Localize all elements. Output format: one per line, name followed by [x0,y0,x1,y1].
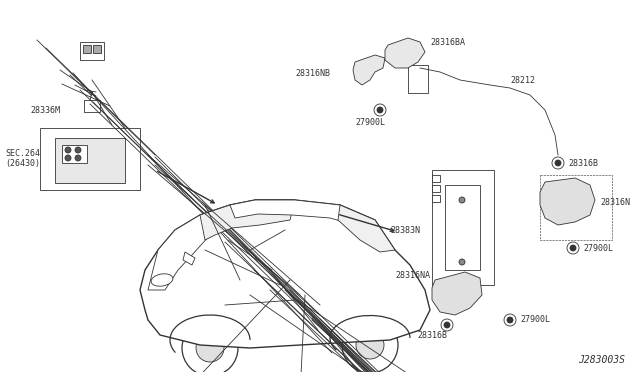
Circle shape [275,219,281,225]
Bar [84,100,100,112]
Bar [432,185,440,192]
Circle shape [504,314,516,326]
Text: (26430): (26430) [5,158,40,167]
Circle shape [65,155,71,161]
Text: J283003S: J283003S [578,355,625,365]
Bar [93,45,101,53]
Bar [432,170,494,285]
Circle shape [459,259,465,265]
Polygon shape [540,178,595,225]
Circle shape [342,317,398,372]
Circle shape [567,242,579,254]
Polygon shape [230,200,375,228]
Bar [408,65,428,93]
Circle shape [459,197,465,203]
Circle shape [377,107,383,113]
Ellipse shape [151,274,173,286]
Circle shape [555,160,561,166]
Text: 28316NB: 28316NB [295,68,330,77]
Bar [83,45,91,53]
Text: 28336M: 28336M [30,106,60,115]
Polygon shape [338,205,395,252]
Bar [40,128,140,190]
Circle shape [75,147,81,153]
Circle shape [552,157,564,169]
Text: 28316B: 28316B [417,330,447,340]
Text: 28316NA: 28316NA [395,270,430,279]
Polygon shape [140,200,430,348]
Circle shape [182,320,238,372]
Polygon shape [385,38,425,68]
Text: 28316B: 28316B [568,158,598,167]
Circle shape [65,147,71,153]
Polygon shape [183,252,195,265]
Bar [55,138,125,183]
Bar [445,185,480,270]
Bar [540,175,612,240]
Text: 27900L: 27900L [520,315,550,324]
Bar [432,175,440,182]
Circle shape [570,245,576,251]
Text: SEC.264: SEC.264 [5,148,40,157]
Circle shape [356,331,384,359]
Circle shape [374,104,386,116]
Bar [80,42,104,60]
Text: 27900L: 27900L [355,118,385,126]
Circle shape [75,155,81,161]
Text: 27900L: 27900L [583,244,613,253]
Polygon shape [200,200,295,240]
Polygon shape [432,272,482,315]
Text: 28316BA: 28316BA [430,38,465,46]
Polygon shape [353,55,385,85]
Text: 28383N: 28383N [390,225,420,234]
Text: 28212: 28212 [510,76,535,84]
Bar [62,145,87,163]
Circle shape [196,334,224,362]
Polygon shape [148,205,230,290]
Circle shape [507,317,513,323]
Bar [432,195,440,202]
Circle shape [441,319,453,331]
Text: 28316N: 28316N [600,198,630,206]
Circle shape [444,322,450,328]
